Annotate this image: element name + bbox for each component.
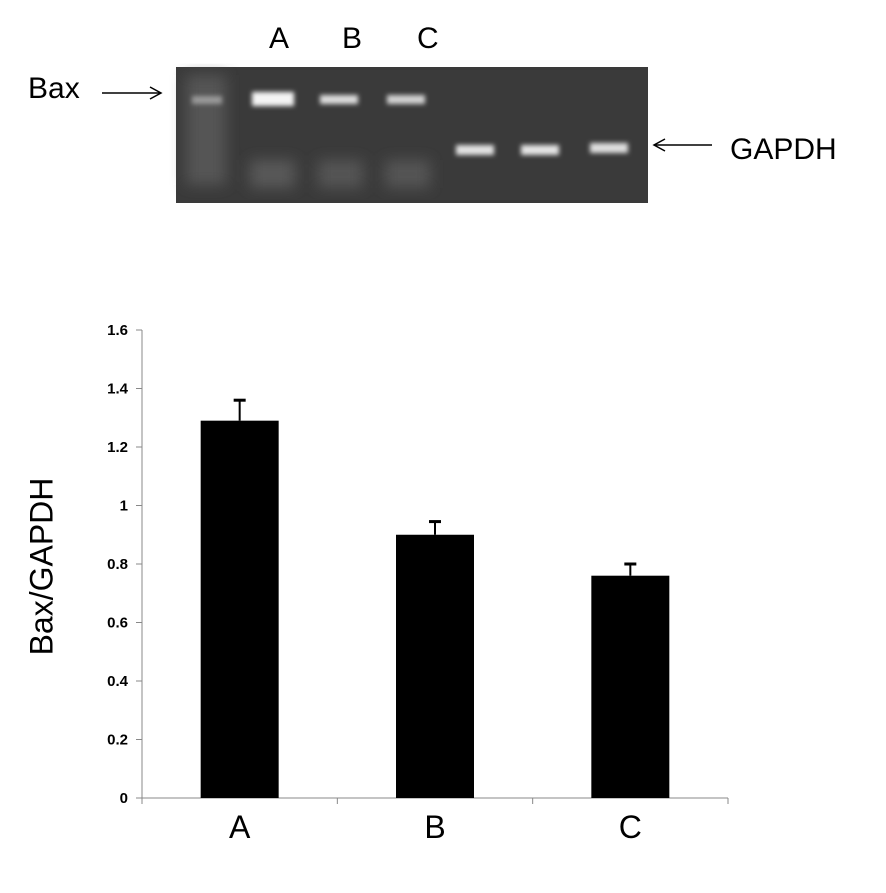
y-tick-label: 0.2 (107, 732, 128, 749)
bax-band-b (320, 95, 358, 104)
bax-label: Bax (28, 72, 80, 105)
gel-lane-label-c: C (417, 22, 439, 55)
gapdh-band-2 (521, 145, 559, 155)
bax-band-c (387, 95, 425, 104)
x-tick-label: A (229, 809, 251, 845)
bar-a (200, 420, 279, 798)
y-tick-label: 1.2 (107, 439, 128, 456)
bar-c (591, 575, 670, 798)
y-tick-label: 1.6 (107, 322, 128, 339)
gel-lane-label-b: B (342, 22, 363, 55)
y-tick-label: 1 (120, 498, 128, 515)
gapdh-band-1 (456, 145, 494, 155)
y-axis-label: Bax/GAPDH (23, 477, 60, 656)
bax-band-a (252, 92, 294, 106)
x-tick-label: C (619, 809, 642, 845)
x-tick-label: B (424, 809, 445, 845)
y-tick-label: 1.4 (107, 381, 129, 398)
bax-arrow-head (149, 86, 163, 100)
gel-lane-label-a: A (269, 22, 290, 55)
gapdh-arrow-head (652, 138, 666, 152)
y-tick-label: 0.4 (107, 673, 129, 690)
ladder-smear (186, 75, 430, 188)
y-tick-label: 0.8 (107, 556, 128, 573)
gapdh-label: GAPDH (730, 133, 837, 166)
ladder-band (192, 96, 222, 104)
y-tick-label: 0 (120, 790, 128, 807)
bar-b (396, 534, 474, 798)
y-tick-label: 0.6 (107, 615, 128, 632)
gapdh-band-3 (590, 143, 628, 153)
